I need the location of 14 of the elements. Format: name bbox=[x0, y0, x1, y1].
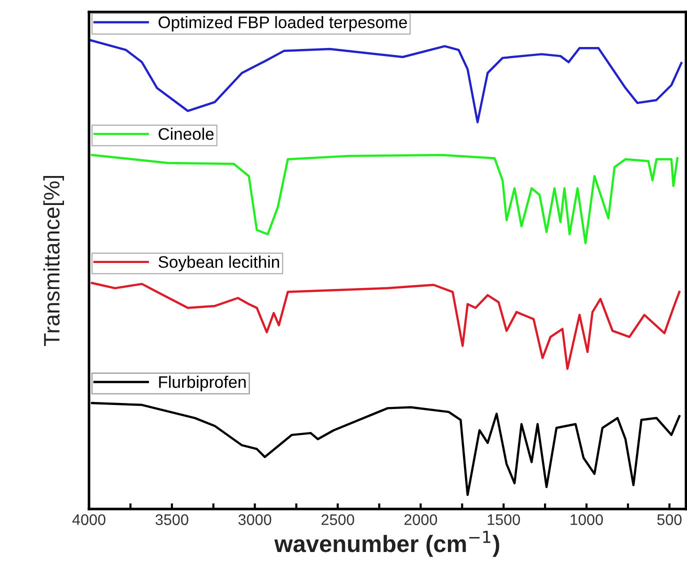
x-tick-label: 1000 bbox=[570, 514, 603, 526]
y-axis-title: Transmittance[%] bbox=[43, 176, 64, 346]
legend-label: Optimized FBP loaded terpesome bbox=[158, 16, 407, 32]
x-tick-label: 2000 bbox=[404, 514, 438, 526]
x-tick-label: 4000 bbox=[72, 514, 106, 526]
x-axis-title: wavenumber (cm$^{−1}$) bbox=[274, 530, 500, 557]
x-tick-label: 2500 bbox=[322, 514, 354, 526]
legend-label: Flurbiprofen bbox=[159, 376, 246, 392]
legend-label: Soybean lecithin bbox=[158, 256, 280, 272]
x-tick-label: 500 bbox=[657, 514, 682, 526]
x-tick-label: 3500 bbox=[156, 514, 188, 526]
x-tick-label: 1500 bbox=[488, 514, 520, 526]
legend-label: Cineole bbox=[158, 128, 214, 140]
x-tick-label: 3000 bbox=[238, 514, 272, 526]
